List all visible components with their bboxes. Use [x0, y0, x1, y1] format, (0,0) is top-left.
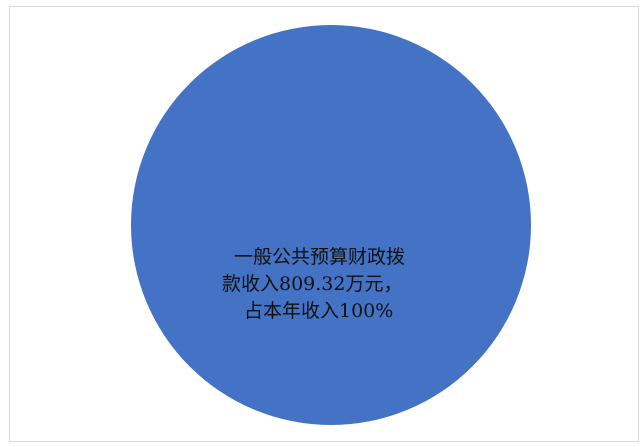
slice-label-line-3: 占本年收入100% [244, 300, 394, 322]
slice-label-line-2: 款收入809.32万元， [222, 273, 403, 295]
slice-data-label: 一般公共预算财政拨 款收入809.32万元， 占本年收入100% [222, 244, 447, 325]
slice-label-line-1: 一般公共预算财政拨 [234, 246, 406, 268]
pie-slice [131, 25, 531, 425]
